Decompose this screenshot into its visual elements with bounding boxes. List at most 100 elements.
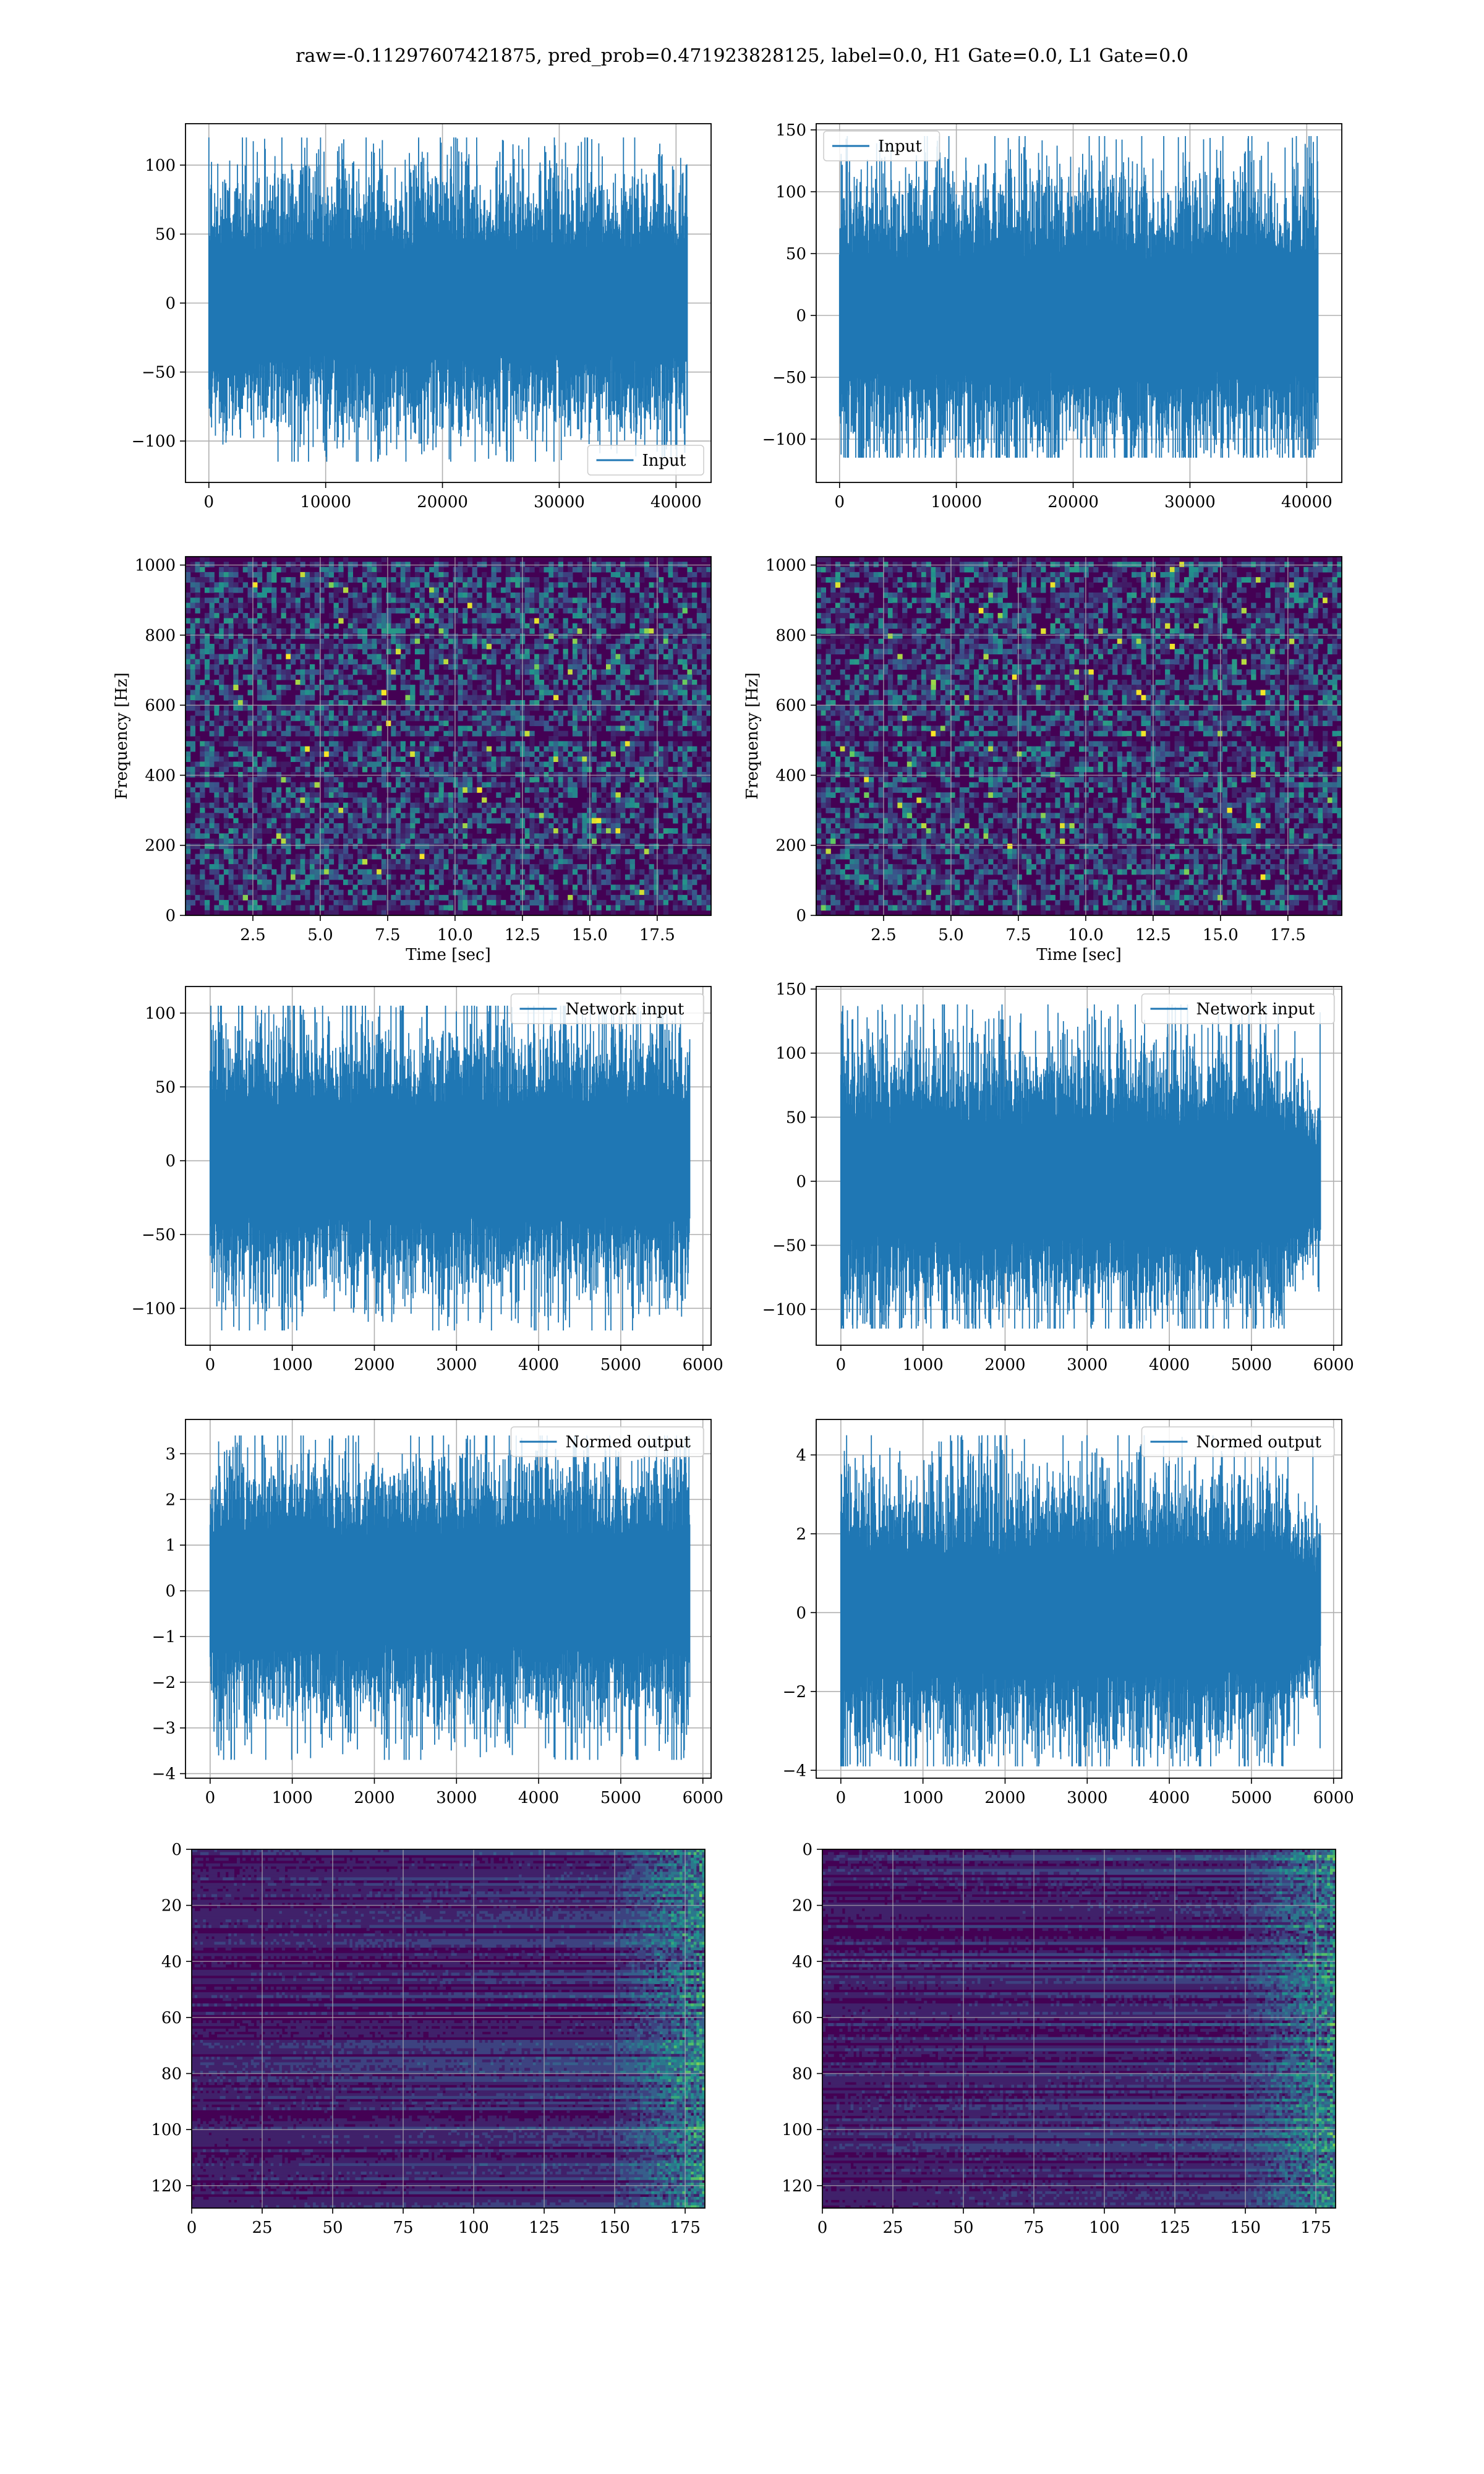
heatmap-cell bbox=[233, 572, 238, 578]
heatmap-cell bbox=[214, 618, 219, 623]
heatmap-cell bbox=[606, 669, 611, 675]
heatmap-cell bbox=[338, 747, 343, 752]
heatmap-cell bbox=[443, 797, 448, 803]
heatmap-cell bbox=[205, 890, 210, 896]
heatmap-cell bbox=[386, 721, 391, 726]
heatmap-cell bbox=[229, 577, 234, 583]
heatmap-cell bbox=[568, 900, 573, 905]
heatmap-cell bbox=[673, 711, 678, 716]
heatmap-cell bbox=[601, 685, 606, 690]
heatmap-cell bbox=[186, 695, 190, 701]
heatmap-cell bbox=[367, 833, 372, 839]
heatmap-cell bbox=[338, 588, 343, 593]
heatmap-cell bbox=[248, 839, 253, 844]
heatmap-cell bbox=[544, 859, 549, 865]
heatmap-cell bbox=[233, 639, 238, 644]
heatmap-cell bbox=[639, 823, 644, 829]
heatmap-cell bbox=[563, 880, 568, 885]
heatmap-cell bbox=[511, 823, 516, 829]
heatmap-cell bbox=[257, 828, 262, 834]
heatmap-cell bbox=[654, 880, 659, 885]
heatmap-cell bbox=[396, 849, 401, 854]
heatmap-cell bbox=[186, 593, 190, 598]
heatmap-cell bbox=[506, 859, 511, 865]
heatmap-cell bbox=[544, 608, 549, 614]
heatmap-cell bbox=[634, 895, 639, 901]
heatmap-cell bbox=[401, 767, 406, 773]
heatmap-cell bbox=[644, 654, 649, 659]
heatmap-cell bbox=[496, 884, 501, 890]
heatmap-cell bbox=[611, 747, 616, 752]
heatmap-cell bbox=[582, 767, 587, 773]
heatmap-cell bbox=[382, 613, 386, 618]
heatmap-cell bbox=[620, 751, 625, 757]
heatmap-cell bbox=[597, 628, 602, 634]
heatmap-cell bbox=[271, 562, 276, 567]
heatmap-cell bbox=[448, 608, 453, 614]
heatmap-cell bbox=[271, 608, 276, 614]
heatmap-cell bbox=[616, 869, 621, 875]
heatmap-cell bbox=[663, 633, 668, 639]
heatmap-cell bbox=[329, 659, 334, 665]
heatmap-cell bbox=[654, 818, 659, 824]
heatmap-cell bbox=[678, 711, 683, 716]
heatmap-cell bbox=[578, 562, 582, 567]
heatmap-cell bbox=[434, 854, 439, 860]
heatmap-cell bbox=[448, 777, 453, 782]
heatmap-cell bbox=[487, 761, 492, 767]
heatmap-cell bbox=[582, 864, 587, 870]
heatmap-cell bbox=[271, 680, 276, 685]
heatmap-cell bbox=[367, 582, 372, 588]
heatmap-cell bbox=[415, 869, 420, 875]
heatmap-cell bbox=[276, 711, 281, 716]
heatmap-cell bbox=[582, 695, 587, 701]
heatmap-cell bbox=[229, 659, 234, 665]
heatmap-cell bbox=[592, 633, 597, 639]
heatmap-cell bbox=[467, 761, 472, 767]
heatmap-cell bbox=[654, 597, 659, 603]
heatmap-cell bbox=[563, 782, 568, 788]
heatmap-cell bbox=[467, 849, 472, 854]
heatmap-cell bbox=[525, 628, 530, 634]
heatmap-cell bbox=[195, 695, 200, 701]
heatmap-cell bbox=[525, 787, 530, 793]
heatmap-cell bbox=[248, 639, 253, 644]
heatmap-cell bbox=[401, 664, 406, 670]
heatmap-cell bbox=[501, 705, 506, 711]
heatmap-cell bbox=[644, 751, 649, 757]
heatmap-cell bbox=[391, 567, 396, 573]
heatmap-cell bbox=[673, 808, 678, 813]
heatmap-cell bbox=[683, 839, 688, 844]
heatmap-cell bbox=[420, 613, 425, 618]
heatmap-cell bbox=[420, 782, 425, 788]
heatmap-cell bbox=[654, 869, 659, 875]
heatmap-cell bbox=[233, 864, 238, 870]
heatmap-cell bbox=[372, 895, 377, 901]
heatmap-cell bbox=[248, 875, 253, 880]
heatmap-cell bbox=[357, 593, 362, 598]
heatmap-cell bbox=[310, 675, 315, 680]
heatmap-cell bbox=[482, 747, 487, 752]
heatmap-cell bbox=[382, 905, 386, 910]
heatmap-cell bbox=[821, 741, 826, 747]
heatmap-cell bbox=[534, 618, 539, 623]
heatmap-cell bbox=[429, 741, 434, 747]
heatmap-cell bbox=[453, 705, 458, 711]
heatmap-cell bbox=[267, 900, 271, 905]
heatmap-cell bbox=[301, 782, 305, 788]
heatmap-cell bbox=[348, 813, 353, 818]
heatmap-cell bbox=[286, 747, 291, 752]
heatmap-cell bbox=[620, 593, 625, 598]
heatmap-cell bbox=[501, 751, 506, 757]
heatmap-cell bbox=[630, 756, 635, 762]
heatmap-cell bbox=[186, 895, 190, 901]
heatmap-cell bbox=[663, 772, 668, 777]
heatmap-cell bbox=[367, 777, 372, 782]
heatmap-cell bbox=[506, 685, 511, 690]
heatmap-cell bbox=[301, 705, 305, 711]
heatmap-cell bbox=[582, 849, 587, 854]
heatmap-cell bbox=[826, 577, 831, 583]
heatmap-cell bbox=[186, 884, 190, 890]
heatmap-cell bbox=[291, 859, 296, 865]
heatmap-cell bbox=[233, 761, 238, 767]
